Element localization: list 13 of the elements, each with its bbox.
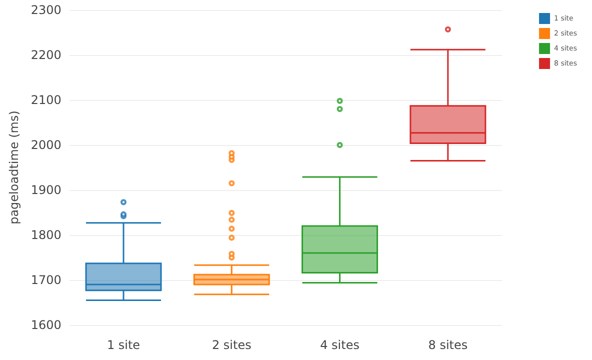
y-axis-title: pageloadtime (ms) bbox=[7, 110, 21, 224]
x-tick-label: 2 sites bbox=[212, 338, 252, 352]
x-tick-label: 4 sites bbox=[320, 338, 360, 352]
y-tick-label: 2200 bbox=[30, 48, 62, 62]
y-tick-label: 1800 bbox=[30, 228, 62, 242]
y-tick-label: 2000 bbox=[30, 138, 62, 152]
y-tick-label: 2100 bbox=[30, 93, 62, 107]
y-tick-label: 1900 bbox=[30, 183, 62, 197]
x-tick-label: 1 site bbox=[106, 338, 140, 352]
y-tick-label: 1600 bbox=[30, 318, 62, 332]
y-tick-label: 2300 bbox=[30, 3, 62, 17]
x-tick-label: 8 sites bbox=[428, 338, 468, 352]
y-tick-label: 1700 bbox=[30, 273, 62, 287]
